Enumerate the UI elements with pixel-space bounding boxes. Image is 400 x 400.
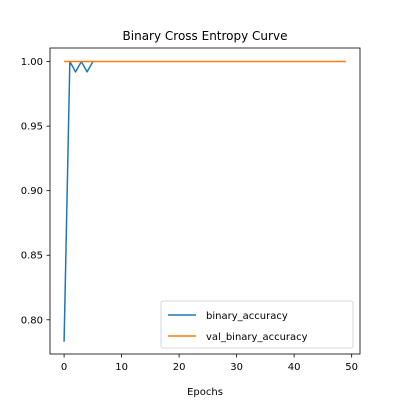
series-line-binary-accuracy xyxy=(63,60,94,342)
legend-box xyxy=(160,300,354,349)
y-tick-label: 0.95 xyxy=(21,122,43,133)
plot-area xyxy=(49,47,361,355)
legend-label-val-binary-accuracy: val_binary_accuracy xyxy=(206,332,308,343)
y-tick-label: 0.85 xyxy=(21,251,43,262)
x-tick-label: 40 xyxy=(288,362,301,373)
y-tick-label: 0.90 xyxy=(21,186,43,197)
x-tick-label: 20 xyxy=(173,362,186,373)
x-tick-label: 30 xyxy=(230,362,243,373)
legend: binary_accuracy val_binary_accuracy xyxy=(160,300,354,349)
x-tick-label: 0 xyxy=(61,362,67,373)
axes-frame xyxy=(49,47,361,355)
chart-title: Binary Cross Entropy Curve xyxy=(123,29,288,43)
y-tick-label: 0.80 xyxy=(21,315,43,326)
y-tick-label: 1.00 xyxy=(21,57,43,68)
x-tick-label: 10 xyxy=(115,362,128,373)
x-tick-label: 50 xyxy=(345,362,358,373)
x-axis: 0 10 20 30 40 50 xyxy=(61,354,358,373)
x-axis-label: Epochs xyxy=(187,387,223,398)
legend-label-binary-accuracy: binary_accuracy xyxy=(206,311,288,322)
y-axis: 0.80 0.85 0.90 0.95 1.00 xyxy=(21,57,50,326)
series-layer xyxy=(63,60,346,342)
